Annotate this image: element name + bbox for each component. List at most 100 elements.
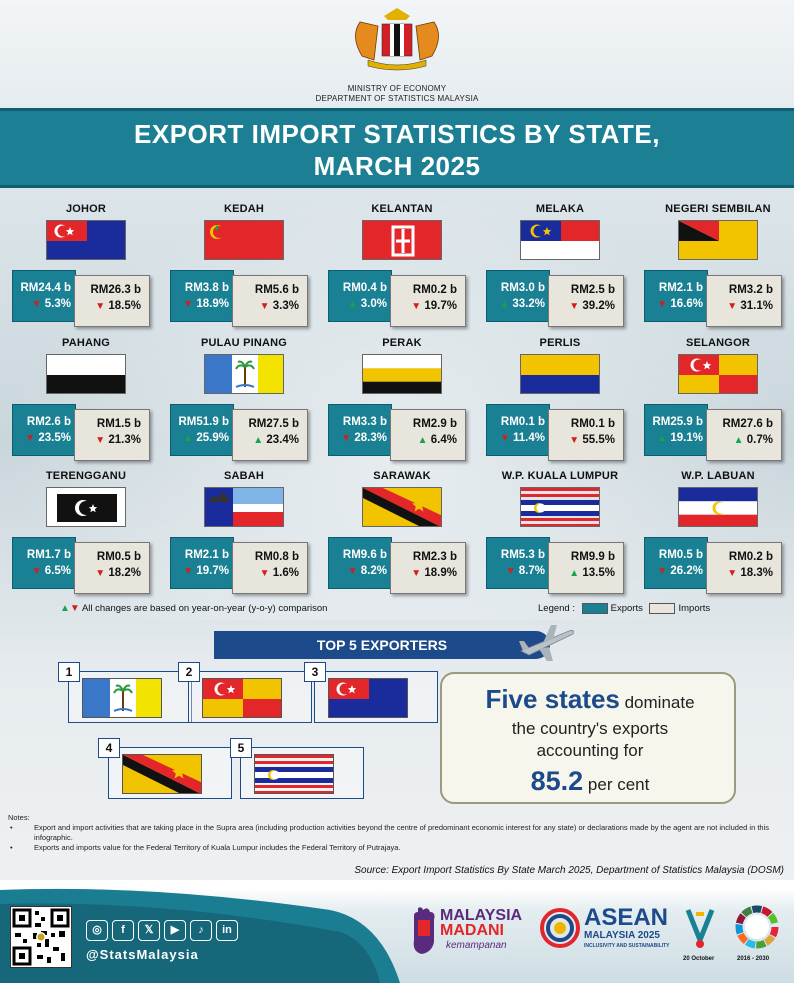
import-change-row: ▲ 6.4% [418,434,457,446]
down-arrow-icon: ▼ [25,433,36,444]
export-change-row: ▲ 33.2% [499,298,545,310]
export-value: RM1.7 b [26,549,71,561]
down-arrow-icon: ▼ [95,568,106,579]
import-change-row: ▼ 39.2% [569,300,615,312]
import-value: RM0.2 b [728,551,773,563]
state-tile-labuan: W.P. LABUAN RM0.5 b ▼ 26.2% RM0.2 b ▼ 18.3% [638,470,794,594]
flag-labuan-icon [678,487,758,527]
import-change: 6.4% [430,434,457,446]
import-value: RM0.1 b [570,418,615,430]
import-change-row: ▼ 18.9% [411,567,457,579]
state-tile-sarawak: SARAWAK RM9.6 b ▼ 8.2% RM2.3 b ▼ 18.9% [322,470,482,594]
state-name: KELANTAN [371,203,433,215]
export-box: RM25.9 b ▲ 19.1% [644,404,708,456]
down-arrow-icon: ▼ [183,566,194,577]
summary-line2: the country's exports [511,719,669,738]
export-box: RM2.1 b ▼ 19.7% [170,537,234,589]
import-box: RM5.6 b ▼ 3.3% [232,275,308,327]
down-arrow-icon: ▼ [259,568,270,579]
flag-sarawak-icon [122,754,202,794]
export-box: RM51.9 b ▲ 25.9% [170,404,234,456]
flag-kedah-icon [204,220,284,260]
export-change: 3.0% [360,298,387,310]
down-arrow-icon: ▼ [569,435,580,446]
sdg-wheel-icon [735,905,779,949]
flag-perak-icon [362,354,442,394]
department-line: DEPARTMENT OF STATISTICS MALAYSIA [315,94,479,103]
top5-rank-2: 2 [178,662,312,723]
qr-code[interactable] [10,906,72,968]
export-value: RM51.9 b [178,416,230,428]
export-value: RM0.1 b [500,416,545,428]
export-value: RM9.6 b [342,549,387,561]
flag-melaka-icon [520,220,600,260]
import-change: 18.5% [108,300,141,312]
flag-sabah-icon [204,487,284,527]
ministry-line: MINISTRY OF ECONOMY [347,84,447,93]
export-value: RM3.8 b [184,282,229,294]
import-change: 18.9% [424,567,457,579]
import-value: RM2.3 b [412,551,457,563]
export-change-row: ▲ 19.1% [657,432,703,444]
flag-kuala-lumpur-icon [254,754,334,794]
top5-rank-3: 3 [304,662,438,723]
down-arrow-icon: ▼ [411,301,422,312]
social-handle: @StatsMalaysia [86,947,199,962]
madani-line2: MADANI [440,922,504,939]
summary-box: Five states dominate the country's expor… [440,672,736,804]
down-arrow-icon: ▼ [505,566,516,577]
import-change: 19.7% [424,300,457,312]
summary-line3: accounting for [536,741,644,760]
import-box: RM27.6 b ▲ 0.7% [706,409,782,461]
statistics-day-date: 20 October [683,956,715,962]
linkedin-icon[interactable]: in [216,920,238,941]
down-arrow-icon: ▼ [183,299,194,310]
up-arrow-icon: ▲ [417,435,428,446]
import-change-row: ▼ 21.3% [95,434,141,446]
sdg-years: 2016 - 2030 [737,956,770,962]
tiktok-icon[interactable]: ♪ [190,920,212,941]
x-icon[interactable]: 𝕏 [138,920,160,941]
export-change: 33.2% [512,298,545,310]
madani-hand-icon [413,907,435,954]
export-change-row: ▼ 26.2% [657,565,703,577]
up-arrow-icon: ▲ [657,433,668,444]
import-change: 13.5% [582,567,615,579]
export-change-row: ▲ 3.0% [348,298,387,310]
footer [0,880,794,983]
instagram-icon[interactable]: ◎ [86,920,108,941]
state-tile-johor: JOHOR RM24.4 b ▼ 5.3% RM26.3 b ▼ 18.5% [6,203,166,327]
export-value: RM5.3 b [500,549,545,561]
source-text: Source: Export Import Statistics By Stat… [354,865,784,876]
flag-johor-icon [328,678,408,718]
export-change: 23.5% [38,432,71,444]
export-box: RM2.6 b ▼ 23.5% [12,404,76,456]
import-value: RM1.5 b [96,418,141,430]
import-change-row: ▲ 13.5% [569,567,615,579]
export-box: RM2.1 b ▼ 16.6% [644,270,708,322]
legend: Legend : Exports Imports [538,603,710,614]
youtube-icon[interactable]: ▶ [164,920,186,941]
social-links: ◎ f 𝕏 ▶ ♪ in [86,920,238,941]
down-arrow-icon: ▼ [259,301,270,312]
state-name: PERLIS [539,337,581,349]
state-tile-kedah: KEDAH RM3.8 b ▼ 18.9% RM5.6 b ▼ 3.3% [164,203,324,327]
asean-emblem-icon [540,908,580,948]
export-change-row: ▼ 19.7% [183,565,229,577]
import-change: 23.4% [266,434,299,446]
export-value: RM3.0 b [500,282,545,294]
export-change: 25.9% [196,432,229,444]
import-box: RM2.5 b ▼ 39.2% [548,275,624,327]
state-name: PERAK [382,337,422,349]
facebook-icon[interactable]: f [112,920,134,941]
import-box: RM3.2 b ▼ 31.1% [706,275,782,327]
import-change: 0.7% [746,434,773,446]
asean-subtitle: MALAYSIA 2025 [584,930,660,941]
state-tile-kuala-lumpur: W.P. KUALA LUMPUR RM5.3 b ▼ 8.7% RM9.9 b ▲ 1… [480,470,640,594]
up-arrow-icon: ▲ [347,299,358,310]
flag-negeri-sembilan-icon [678,220,758,260]
legend-exports-swatch [581,603,608,614]
flag-pulau-pinang-icon [204,354,284,394]
export-box: RM3.8 b ▼ 18.9% [170,270,234,322]
ministry-text: MINISTRY OF ECONOMY DEPARTMENT OF STATIS… [0,84,794,104]
